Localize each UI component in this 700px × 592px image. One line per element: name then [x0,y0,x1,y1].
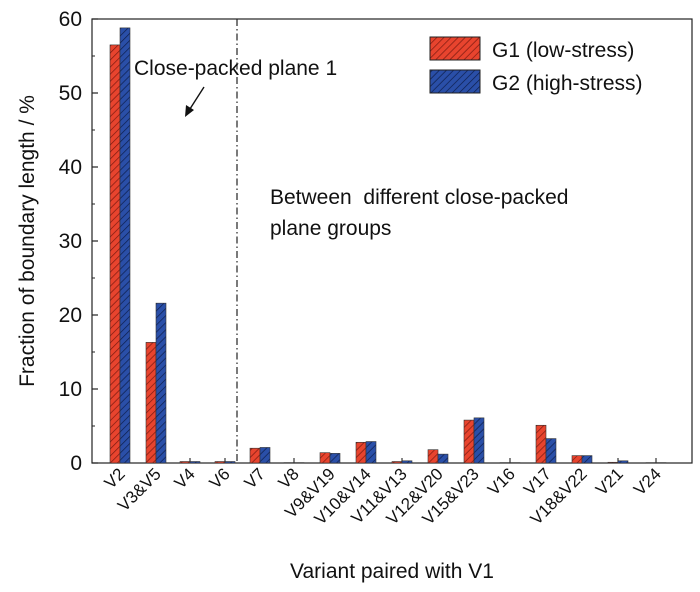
annotation-close-packed: Close-packed plane 1 [134,57,337,80]
bar-g2 [293,462,305,464]
bar-g2 [655,462,667,464]
bar-g1 [391,461,403,464]
bar-g2 [189,461,201,464]
bar-g1 [179,461,191,464]
bar-g1 [571,455,583,464]
bar-g2 [119,27,131,464]
y-axis: 0 10 20 30 40 50 60 [59,8,98,475]
bar-g2 [617,460,629,464]
y-tick-label: 0 [70,452,82,475]
y-tick-label: 60 [59,8,82,31]
y-tick-label: 40 [59,156,82,179]
bar-g1 [319,452,331,464]
annotation-arrow [185,86,205,117]
bar-g2 [365,441,377,464]
legend-label-g1: G1 (low-stress) [492,39,634,62]
legend: G1 (low-stress) G2 (high-stress) [429,36,643,95]
x-tick-label: V16 [484,464,519,499]
bar-g1 [249,447,261,464]
bar-g1 [355,441,367,464]
x-tick-label: V7 [241,464,269,492]
bar-g1 [145,342,157,464]
x-axis-label: Variant paired with V1 [290,560,494,583]
y-tick-label: 10 [59,378,82,401]
legend-swatch-g1 [429,36,481,61]
bar-g1 [427,449,439,464]
y-tick-label: 30 [59,230,82,253]
bar-g2 [545,438,557,464]
bars-group [109,27,667,464]
x-tick-label: V4 [171,464,199,492]
bar-g1 [214,461,226,464]
x-tick-label: V8 [275,464,303,492]
bar-g1 [463,419,475,464]
legend-label-g2: G2 (high-stress) [492,72,643,95]
bar-g2 [437,453,449,464]
bar-g1 [499,462,511,464]
bar-g2 [509,462,521,464]
bar-g1 [283,462,295,464]
x-tick-label: V21 [592,464,627,499]
bar-g2 [581,455,593,464]
bar-g2 [473,417,485,464]
bar-g1 [645,462,657,464]
bar-g2 [155,302,167,464]
x-tick-label: V2 [101,464,129,492]
y-tick-label: 50 [59,82,82,105]
bar-g1 [109,44,121,464]
bar-g1 [535,424,547,464]
bar-g2 [401,460,413,464]
bar-g2 [329,453,341,464]
x-tick-label: V24 [630,464,665,499]
bar-g2 [224,461,236,464]
bar-g2 [259,447,271,464]
bar-g1 [607,461,619,464]
x-tick-label: V6 [206,464,234,492]
annotation-between-line-1: Between different close-packed [270,186,568,209]
y-tick-label: 20 [59,304,82,327]
y-axis-label: Fraction of boundary length / % [16,95,39,387]
annotation-between-line-2: plane groups [270,217,391,240]
legend-swatch-g2 [429,69,481,94]
